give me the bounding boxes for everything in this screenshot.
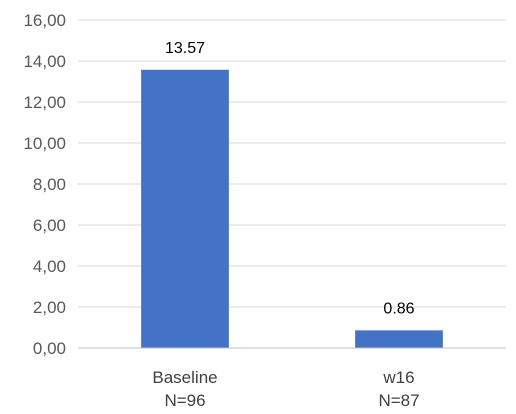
y-tick-label-2: 4,00	[33, 257, 66, 276]
x-category-label-1: w16	[382, 368, 414, 387]
x-category-label-0: Baseline	[152, 368, 217, 387]
bars	[141, 69, 443, 348]
x-category-sublabel-0: N=96	[164, 391, 205, 410]
y-tick-label-5: 10,00	[23, 134, 66, 153]
data-label-1: 0.86	[383, 300, 414, 317]
y-tick-label-8: 16,00	[23, 11, 66, 30]
y-tick-label-6: 12,00	[23, 93, 66, 112]
bar-1	[355, 330, 443, 348]
data-labels: 13.57 0.86	[165, 40, 415, 318]
data-label-0: 13.57	[165, 40, 205, 57]
x-axis-category-labels: Baseline N=96 w16 N=87	[152, 368, 419, 410]
y-tick-label-7: 14,00	[23, 52, 66, 71]
y-tick-label-0: 0,00	[33, 339, 66, 358]
x-category-sublabel-1: N=87	[378, 391, 419, 410]
y-tick-label-1: 2,00	[33, 298, 66, 317]
y-tick-label-4: 8,00	[33, 175, 66, 194]
bar-0	[141, 69, 229, 348]
y-tick-label-3: 6,00	[33, 216, 66, 235]
y-axis-tick-labels: 0,00 2,00 4,00 6,00 8,00 10,00 12,00 14,00 16,00	[23, 11, 66, 358]
